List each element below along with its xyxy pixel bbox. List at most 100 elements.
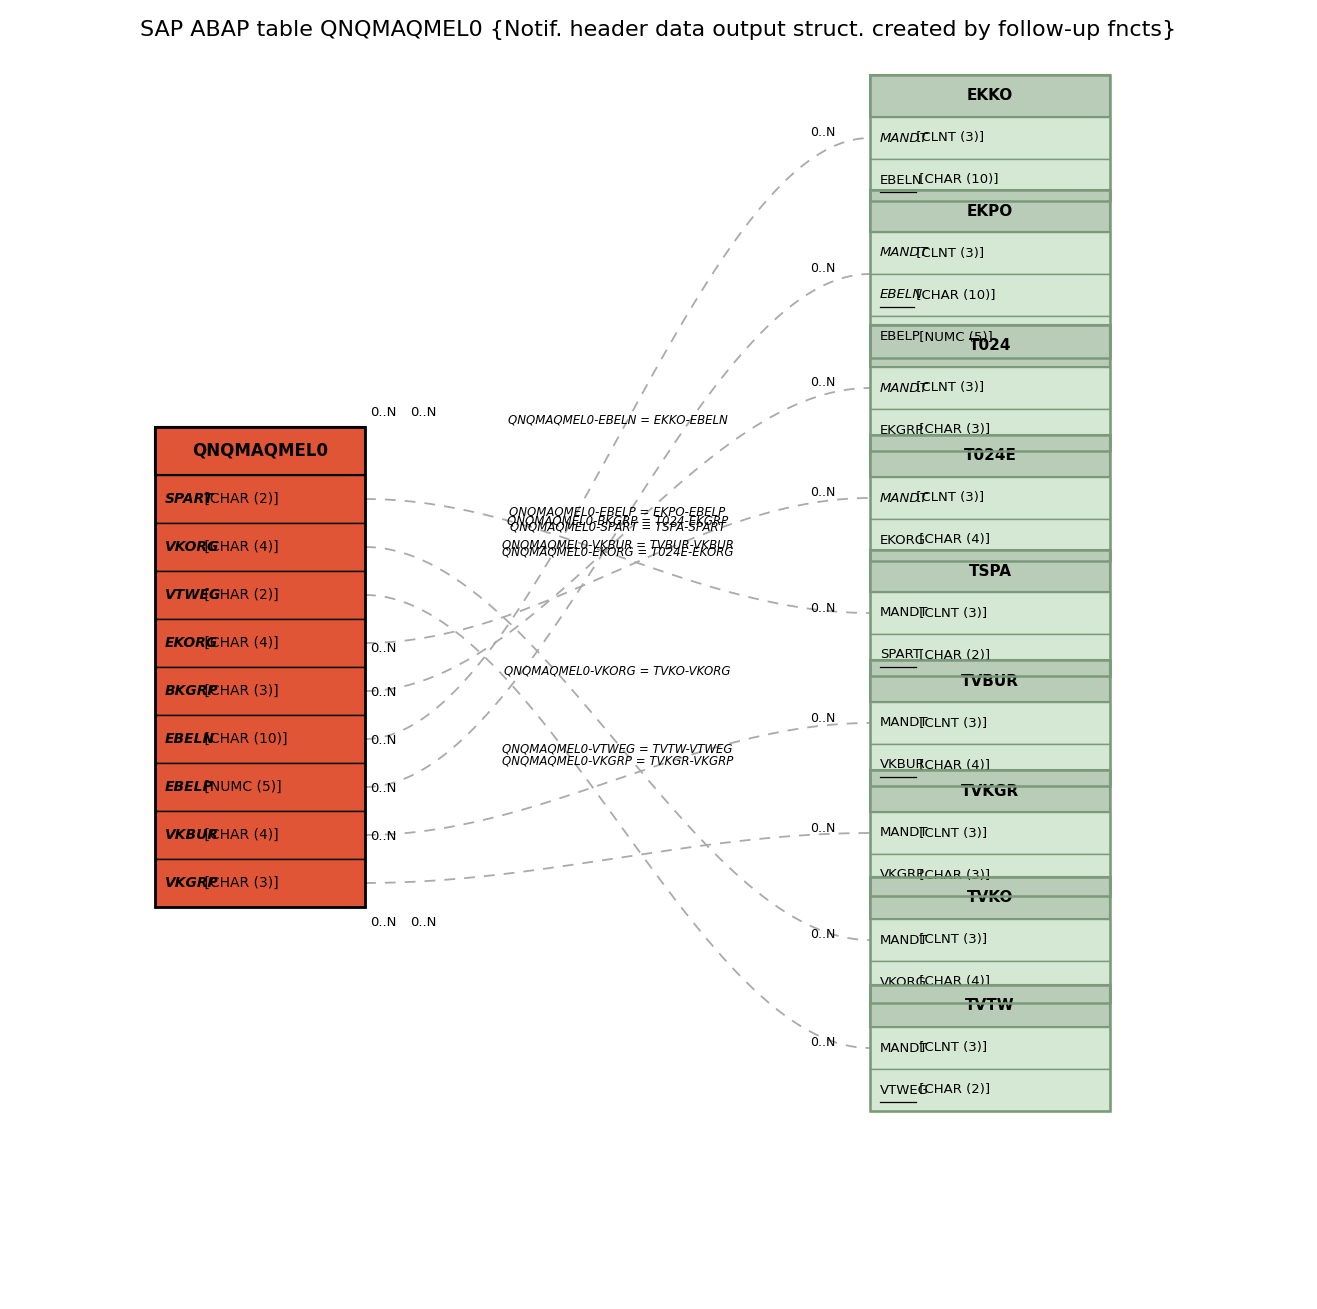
Text: [CHAR (4)]: [CHAR (4)] <box>200 829 279 842</box>
Text: [CLNT (3)]: [CLNT (3)] <box>913 491 985 504</box>
Bar <box>871 1069 1110 1111</box>
Text: MANDT: MANDT <box>880 246 928 259</box>
Bar <box>871 592 1110 634</box>
Bar <box>871 315 1110 357</box>
Text: [CHAR (2)]: [CHAR (2)] <box>200 588 279 602</box>
Bar <box>155 668 365 715</box>
Text: 0..N: 0..N <box>370 406 396 419</box>
Text: EBELP: EBELP <box>165 780 213 795</box>
Text: 0..N: 0..N <box>810 712 835 724</box>
Bar <box>871 634 1110 675</box>
Bar <box>871 877 1110 919</box>
Bar <box>871 1028 1110 1069</box>
Text: VTWEG: VTWEG <box>880 1084 928 1097</box>
Text: [CHAR (3)]: [CHAR (3)] <box>200 685 279 698</box>
Text: [CHAR (4)]: [CHAR (4)] <box>915 534 990 546</box>
Text: QNQMAQMEL0-BKGRP = T024-EKGRP: QNQMAQMEL0-BKGRP = T024-EKGRP <box>507 514 728 528</box>
Bar <box>871 367 1110 408</box>
Text: [CHAR (4)]: [CHAR (4)] <box>915 975 990 988</box>
Text: [CHAR (3)]: [CHAR (3)] <box>915 424 990 436</box>
Text: 0..N: 0..N <box>810 377 835 390</box>
Text: [CHAR (3)]: [CHAR (3)] <box>915 868 990 881</box>
Text: VKORG: VKORG <box>880 975 927 988</box>
Text: [CHAR (2)]: [CHAR (2)] <box>915 648 990 661</box>
Text: [CHAR (3)]: [CHAR (3)] <box>200 876 279 890</box>
Text: 0..N: 0..N <box>410 406 436 419</box>
Bar <box>871 770 1110 895</box>
Bar <box>871 190 1110 357</box>
Text: MANDT: MANDT <box>880 933 928 946</box>
Bar <box>871 190 1110 232</box>
Text: TSPA: TSPA <box>968 563 1011 579</box>
Text: [NUMC (5)]: [NUMC (5)] <box>915 330 993 343</box>
Text: EKGRP: EKGRP <box>880 424 925 436</box>
Text: MANDT: MANDT <box>880 131 928 144</box>
Text: EBELP: EBELP <box>880 330 921 343</box>
Bar <box>155 812 365 859</box>
Bar <box>155 427 365 907</box>
Bar <box>871 919 1110 961</box>
Text: 0..N: 0..N <box>370 830 396 843</box>
Text: EBELN: EBELN <box>880 288 923 301</box>
Text: MANDT: MANDT <box>880 716 928 729</box>
Bar <box>871 550 1110 675</box>
Text: 0..N: 0..N <box>810 127 835 140</box>
Bar <box>871 770 1110 812</box>
Text: [CLNT (3)]: [CLNT (3)] <box>915 606 988 619</box>
Text: 0..N: 0..N <box>370 641 396 654</box>
Text: BKGRP: BKGRP <box>165 685 219 698</box>
Text: QNQMAQMEL0-VKORG = TVKO-VKORG: QNQMAQMEL0-VKORG = TVKO-VKORG <box>504 665 731 678</box>
Text: QNQMAQMEL0-EBELN = EKKO-EBELN: QNQMAQMEL0-EBELN = EKKO-EBELN <box>507 414 727 427</box>
Text: 0..N: 0..N <box>410 915 436 928</box>
Text: [CLNT (3)]: [CLNT (3)] <box>913 246 985 259</box>
Text: 0..N: 0..N <box>810 1037 835 1050</box>
Text: MANDT: MANDT <box>880 826 928 839</box>
Bar <box>155 524 365 571</box>
Bar <box>155 619 365 668</box>
Text: VKGRP: VKGRP <box>880 868 925 881</box>
Text: [CLNT (3)]: [CLNT (3)] <box>915 933 988 946</box>
Bar <box>871 744 1110 785</box>
Bar <box>155 571 365 619</box>
Bar <box>871 232 1110 274</box>
Text: QNQMAQMEL0-SPART = TSPA-SPART: QNQMAQMEL0-SPART = TSPA-SPART <box>510 521 726 534</box>
Text: 0..N: 0..N <box>370 734 396 747</box>
Bar <box>871 435 1110 562</box>
Text: [CLNT (3)]: [CLNT (3)] <box>913 381 985 394</box>
Text: EKORG: EKORG <box>165 636 219 651</box>
Text: QNQMAQMEL0-EBELP = EKPO-EBELP: QNQMAQMEL0-EBELP = EKPO-EBELP <box>510 505 726 518</box>
Text: 0..N: 0..N <box>370 686 396 699</box>
Bar <box>155 859 365 907</box>
Bar <box>871 435 1110 476</box>
Text: VKGRP: VKGRP <box>165 876 219 890</box>
Text: [CHAR (4)]: [CHAR (4)] <box>200 541 279 554</box>
Bar <box>871 117 1110 158</box>
Bar <box>155 763 365 812</box>
Bar <box>871 476 1110 518</box>
Text: SPART: SPART <box>880 648 921 661</box>
Bar <box>871 75 1110 202</box>
Text: 0..N: 0..N <box>810 602 835 614</box>
Bar <box>155 475 365 524</box>
Text: [CLNT (3)]: [CLNT (3)] <box>915 716 988 729</box>
Text: [CHAR (2)]: [CHAR (2)] <box>915 1084 990 1097</box>
Text: [CLNT (3)]: [CLNT (3)] <box>913 131 985 144</box>
Bar <box>871 702 1110 744</box>
Text: VKORG: VKORG <box>165 541 220 554</box>
Text: EBELN: EBELN <box>165 732 215 746</box>
Bar <box>871 325 1110 367</box>
Text: T024: T024 <box>969 339 1011 353</box>
Text: VKBUR: VKBUR <box>165 829 219 842</box>
Text: SAP ABAP table QNQMAQMEL0 {Notif. header data output struct. created by follow-u: SAP ABAP table QNQMAQMEL0 {Notif. header… <box>140 20 1176 41</box>
Text: 0..N: 0..N <box>370 783 396 796</box>
Text: 0..N: 0..N <box>810 263 835 275</box>
Text: EKPO: EKPO <box>967 203 1013 219</box>
Bar <box>871 75 1110 117</box>
Text: QNQMAQMEL0-VKBUR = TVBUR-VKBUR: QNQMAQMEL0-VKBUR = TVBUR-VKBUR <box>502 538 734 551</box>
Bar <box>871 660 1110 785</box>
Text: EKKO: EKKO <box>967 89 1013 103</box>
Text: VKBUR: VKBUR <box>880 758 926 771</box>
Bar <box>871 550 1110 592</box>
Bar <box>871 961 1110 1003</box>
Text: [CHAR (10)]: [CHAR (10)] <box>200 732 287 746</box>
